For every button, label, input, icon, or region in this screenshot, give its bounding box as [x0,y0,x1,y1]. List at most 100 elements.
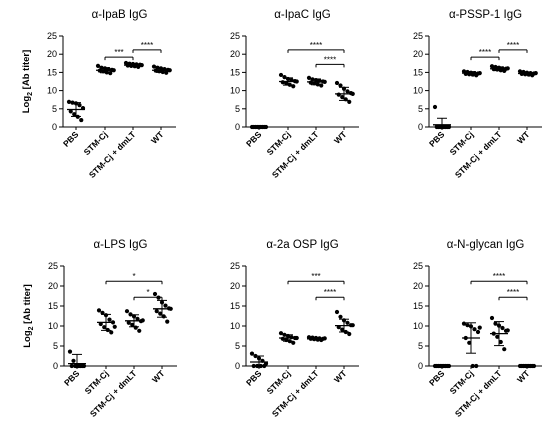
data-point [505,328,510,333]
x-tick-label-wt: WT [515,368,532,385]
y-tick-label: 10 [48,321,58,331]
significance-bracket: **** [498,41,528,53]
data-point [284,81,289,86]
data-point [340,327,345,332]
significance-bracket: **** [315,55,345,68]
y-tick-label: 0 [418,361,423,371]
y-tick-label: 20 [413,281,423,291]
data-point [493,321,498,326]
data-point [165,319,170,324]
data-point [445,124,450,130]
y-tick-label: 20 [230,281,240,291]
significance-bracket: **** [315,288,345,301]
significance-label: **** [479,48,491,57]
data-point [71,358,76,363]
data-point [163,303,168,308]
data-point [68,109,73,114]
y-tick-label: 25 [230,31,240,41]
data-point [251,363,256,369]
data-point [474,73,479,78]
data-point [278,331,284,336]
data-point [100,310,105,315]
series-stm-cj [461,321,482,369]
y-tick-label: 25 [230,261,240,271]
y-axis-label: Log2 [Ab titer] [21,50,34,114]
significance-label: * [132,272,135,281]
data-point [154,309,159,314]
significance-label: **** [141,41,153,50]
series-pbs [67,349,87,369]
series-stm-cj [95,63,116,76]
data-point [477,325,482,330]
y-tick-label: 15 [47,67,57,77]
data-point [278,72,284,78]
data-point [80,363,85,369]
y-tick-label: 10 [230,86,240,96]
series-wt [334,309,355,337]
y-tick-label: 25 [48,261,58,271]
data-point [502,347,507,352]
x-tick-label-stm-cj: STM-Cj [82,129,110,157]
x-tick-label-wt: WT [515,129,532,146]
data-point [340,95,345,100]
y-tick-label: 5 [235,341,240,351]
data-point [470,363,475,369]
data-point [472,327,477,332]
data-point [126,320,131,325]
series-stm-cj-dmlt [489,315,510,352]
data-point [152,291,158,297]
x-tick-label-wt: WT [332,368,349,385]
data-point [137,328,142,333]
series-pbs [249,351,269,369]
data-point [262,363,267,369]
data-point [124,309,130,314]
data-point [136,64,141,70]
significance-label: **** [507,41,519,50]
data-point [102,325,107,330]
significance-bracket: **** [132,41,162,53]
data-point [498,339,503,345]
significance-label: **** [324,55,336,64]
data-point [345,320,350,325]
significance-label: **** [310,41,322,50]
data-point [308,80,313,85]
significance-label: **** [507,288,519,297]
significance-label: * [146,288,149,297]
data-point [66,99,72,104]
panel-title: α-PSSP-1 IgG [449,9,522,21]
data-point [130,322,135,327]
y-tick-label: 15 [413,301,423,311]
significance-bracket: **** [470,48,500,61]
panel-title: α-2a OSP IgG [266,239,338,251]
data-point [109,330,114,335]
data-point [334,309,340,315]
y-tick-label: 5 [418,104,423,114]
data-point [334,80,340,86]
y-tick-label: 0 [418,122,423,132]
y-tick-label: 25 [413,261,423,271]
data-point [79,117,84,123]
y-tick-label: 10 [413,321,423,331]
data-point [164,70,169,75]
significance-bracket: **** [470,272,528,285]
data-point [461,321,467,326]
panel-title: α-LPS IgG [94,239,148,251]
data-point [108,71,113,76]
y-tick-label: 10 [230,321,240,331]
series-pbs [432,363,452,369]
significance-bracket: **** [498,288,528,301]
series-pbs [66,99,86,123]
x-tick-label-pbs: PBS [61,129,81,149]
series-stm-cj [96,308,117,335]
data-point [306,75,312,80]
data-point [77,103,82,108]
x-tick-label-stm-cj: STM-Cj [83,368,111,396]
data-point [467,340,472,345]
y-tick-label: 0 [235,122,240,132]
data-point [338,83,343,88]
significance-label: **** [493,272,505,281]
